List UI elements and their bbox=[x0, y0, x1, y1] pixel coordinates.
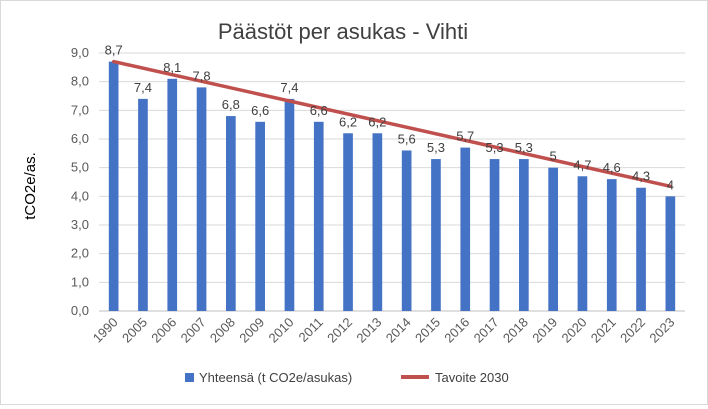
data-label: 7,4 bbox=[134, 80, 152, 95]
y-tick-label: 9,0 bbox=[71, 45, 89, 60]
bar bbox=[431, 159, 441, 311]
bar bbox=[401, 150, 412, 311]
y-tick-label: 8,0 bbox=[71, 74, 89, 89]
bar bbox=[665, 196, 676, 311]
legend-label-line: Tavoite 2030 bbox=[435, 370, 509, 385]
data-label: 5,3 bbox=[486, 140, 504, 155]
data-label: 5 bbox=[550, 149, 557, 164]
data-label: 5,3 bbox=[427, 140, 445, 155]
bar bbox=[606, 179, 617, 311]
data-label: 5,7 bbox=[456, 129, 474, 144]
x-tick-label: 2018 bbox=[500, 315, 531, 346]
x-tick-label: 1990 bbox=[90, 315, 121, 346]
bar bbox=[636, 187, 646, 311]
x-tick-label: 2019 bbox=[529, 315, 560, 346]
bar bbox=[313, 121, 324, 311]
data-label: 6,2 bbox=[339, 114, 357, 129]
data-label: 7,8 bbox=[193, 68, 211, 83]
y-tick-label: 6,0 bbox=[71, 131, 89, 146]
x-tick-label: 2022 bbox=[617, 315, 648, 346]
data-label: 4,7 bbox=[573, 157, 591, 172]
x-tick-label: 2020 bbox=[559, 315, 590, 346]
x-tick-label: 2007 bbox=[178, 315, 209, 346]
y-tick-label: 0,0 bbox=[71, 303, 89, 318]
data-label: 7,4 bbox=[280, 80, 298, 95]
gridlines bbox=[99, 52, 685, 312]
data-label: 6,6 bbox=[251, 103, 269, 118]
bar bbox=[167, 78, 178, 311]
data-label: 4 bbox=[667, 177, 674, 192]
y-tick-label: 2,0 bbox=[71, 246, 89, 261]
bar bbox=[138, 98, 148, 311]
bar bbox=[196, 87, 207, 312]
data-label: 5,6 bbox=[398, 131, 416, 146]
x-tick-label: 2010 bbox=[266, 315, 297, 346]
bar bbox=[519, 159, 529, 311]
y-tick-label: 4,0 bbox=[71, 188, 89, 203]
y-tick-label: 7,0 bbox=[71, 102, 89, 117]
x-tick-label: 2011 bbox=[295, 315, 325, 345]
x-tick-label: 2008 bbox=[207, 315, 238, 346]
chart-title: Päästöt per asukas - Vihti bbox=[218, 19, 468, 44]
y-tick-label: 5,0 bbox=[71, 160, 89, 175]
target-line-series bbox=[111, 59, 673, 189]
y-axis-label: tCO2e/as. bbox=[22, 152, 39, 220]
legend-swatch-bar bbox=[185, 373, 194, 382]
x-tick-label: 2014 bbox=[383, 315, 414, 346]
bar-series bbox=[108, 61, 676, 312]
bar bbox=[226, 116, 236, 311]
x-tick-label: 2005 bbox=[119, 315, 150, 346]
legend-label-bar: Yhteensä (t CO2e/asukas) bbox=[199, 370, 352, 385]
bar bbox=[548, 167, 558, 311]
x-tick-label: 2009 bbox=[236, 315, 267, 346]
bar bbox=[108, 61, 119, 311]
y-tick-labels: 0,0 1,0 2,0 3,0 4,0 5,0 6,0 7,0 8,0 9,0 bbox=[71, 45, 89, 318]
x-tick-label: 2015 bbox=[412, 315, 443, 346]
data-label: 4,3 bbox=[632, 169, 650, 184]
x-tick-label: 2016 bbox=[441, 315, 472, 346]
bar bbox=[489, 159, 500, 311]
x-tick-label: 2023 bbox=[646, 315, 677, 346]
x-tick-label: 2017 bbox=[471, 315, 502, 346]
data-label: 5,3 bbox=[515, 140, 533, 155]
bar bbox=[460, 147, 471, 311]
data-labels: 8,7 7,4 8,1 7,8 6,8 6,6 7,4 6,6 6,2 6,2 5,6 5,3 5,7 5… bbox=[105, 43, 674, 193]
bar bbox=[372, 133, 383, 311]
target-line bbox=[111, 59, 673, 189]
bar bbox=[577, 176, 588, 311]
y-tick-label: 3,0 bbox=[71, 217, 89, 232]
data-label: 4,6 bbox=[603, 160, 621, 175]
bar bbox=[343, 133, 353, 311]
legend: Yhteensä (t CO2e/asukas) Tavoite 2030 bbox=[185, 370, 509, 385]
bar bbox=[284, 98, 295, 311]
data-label: 6,8 bbox=[222, 97, 240, 112]
data-label: 8,7 bbox=[105, 43, 123, 58]
y-tick-label: 1,0 bbox=[71, 274, 89, 289]
x-tick-label: 2012 bbox=[324, 315, 355, 346]
x-tick-label: 2013 bbox=[353, 315, 384, 346]
x-tick-label: 2021 bbox=[588, 315, 619, 346]
x-tick-label: 2006 bbox=[148, 315, 179, 346]
x-tick-labels: 1990200520062007200820092010201120122013… bbox=[90, 315, 678, 346]
data-label: 6,2 bbox=[368, 114, 386, 129]
bar bbox=[255, 121, 265, 311]
data-label: 6,6 bbox=[310, 103, 328, 118]
data-label: 8,1 bbox=[163, 60, 181, 75]
